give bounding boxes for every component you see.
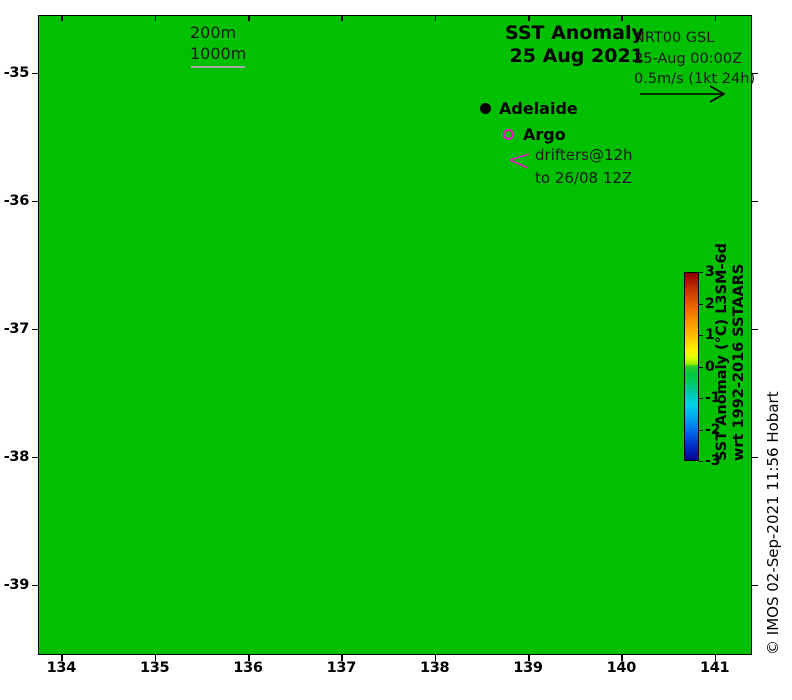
x-tick-label-7: 141 (699, 660, 730, 676)
city-dot-icon (480, 103, 491, 114)
x-tick-label-4: 138 (419, 660, 450, 676)
colorbar-tick-label-3: 0 (705, 358, 715, 375)
x-tick-label-3: 137 (326, 660, 357, 676)
x-tick-mark-top (61, 15, 63, 21)
velocity-scale-arrow (640, 85, 726, 103)
product-model-label: NRT00 GSL (634, 30, 715, 46)
x-tick-mark (154, 655, 157, 661)
legend-label-argo: Argo (523, 125, 566, 144)
colorbar-title: SST Anomaly (°C) L3SM-6d wrt 1992-2016 S… (714, 243, 748, 461)
copyright-notice: © IMOS 02-Sep-2021 11:56 Hobart (764, 391, 782, 655)
x-tick-mark (621, 655, 623, 661)
x-tick-mark-top (248, 15, 250, 21)
x-tick-mark (61, 655, 63, 661)
x-tick-mark (248, 655, 250, 661)
colorbar-tick-label-2: 1 (705, 327, 715, 343)
y-tick-label-1: -36 (3, 192, 30, 209)
map-plot-area[interactable] (38, 15, 752, 655)
colorbar-title-line-2: wrt 1992-2016 SSTAARS (731, 263, 748, 461)
x-tick-mark-top (154, 15, 157, 21)
legend-item-argo: Argo (503, 125, 566, 144)
y-tick-label-0: -35 (3, 64, 30, 81)
x-tick-label-0: 134 (46, 660, 77, 676)
x-tick-mark-top (621, 15, 623, 21)
colorbar-tick-mark (699, 335, 703, 336)
title-line-2: 25 Aug 2021 (509, 45, 644, 68)
x-tick-mark (714, 655, 717, 661)
x-tick-mark-top (434, 15, 437, 21)
title-line-1: SST Anomaly (505, 22, 644, 44)
colorbar-tick-label-1: 2 (705, 295, 715, 312)
y-tick-label-3: -38 (3, 448, 30, 465)
x-tick-mark-top (714, 15, 717, 21)
y-tick-mark-right (752, 72, 758, 75)
colorbar-tick-mark (699, 272, 703, 273)
x-tick-label-5: 139 (513, 660, 543, 676)
drifter-arrow-icon (509, 153, 530, 169)
y-tick-mark (32, 456, 38, 459)
y-tick-mark-right (752, 328, 758, 331)
depth-label-200m: 200m (190, 23, 237, 42)
depth-legend-rule (191, 66, 245, 68)
x-tick-mark-top (528, 15, 530, 21)
depth-contour-legend: 200m 1000m (190, 22, 246, 65)
colorbar-tick-label-6: -3 (705, 453, 721, 469)
product-datetime-label: 25-Aug 00:00Z (634, 50, 743, 67)
y-tick-label-2: -37 (3, 320, 30, 337)
x-tick-label-1: 135 (139, 660, 170, 676)
y-tick-mark-right (752, 584, 758, 587)
y-tick-mark-right (752, 200, 758, 203)
colorbar-tick-mark (699, 461, 703, 462)
colorbar-tick-label-5: -2 (705, 421, 721, 438)
y-tick-mark-right (752, 456, 758, 459)
x-tick-mark (434, 655, 437, 661)
x-tick-mark-top (341, 15, 343, 21)
depth-label-1000m: 1000m (190, 44, 247, 64)
x-tick-label-2: 136 (233, 660, 263, 676)
x-tick-mark (528, 655, 530, 661)
x-tick-label-6: 140 (606, 660, 637, 676)
colorbar-tick-label-0: 3 (705, 264, 715, 280)
x-tick-mark (341, 655, 343, 661)
colorbar-tick-mark (699, 429, 703, 431)
argo-circle-icon (503, 129, 514, 140)
y-tick-mark (32, 200, 38, 203)
legend-item-adelaide: Adelaide (480, 99, 578, 118)
map-overlay-layer (38, 15, 752, 655)
legend-label-drifters-line2: to 26/08 12Z (535, 169, 633, 187)
colorbar-tick-label-4: -1 (705, 390, 721, 406)
colorbar-title-line-1: SST Anomaly (°C) L3SM-6d (714, 243, 730, 461)
legend-label-adelaide: Adelaide (499, 99, 578, 118)
y-tick-mark (32, 328, 38, 331)
colorbar-tick-mark (699, 366, 703, 368)
y-tick-label-4: -39 (3, 576, 30, 593)
sst-anomaly-raster (38, 15, 752, 655)
colorbar-gradient (684, 272, 699, 461)
legend-label-drifters-line1: drifters@12h (535, 146, 633, 164)
colorbar-tick-mark (699, 303, 703, 305)
velocity-scale-label: 0.5m/s (1kt 24h) (634, 71, 756, 88)
y-tick-mark (32, 584, 38, 587)
colorbar-tick-mark (699, 398, 703, 399)
product-info-block: NRT00 GSL 25-Aug 00:00Z 0.5m/s (1kt 24h) (634, 28, 755, 90)
y-tick-mark (32, 72, 38, 75)
figure-title: SST Anomaly 25 Aug 2021 (505, 22, 644, 68)
